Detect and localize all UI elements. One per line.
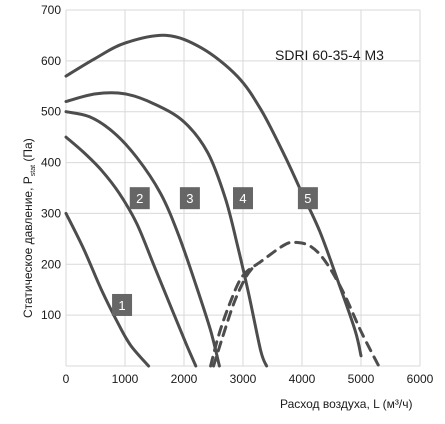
x-tick-label: 6000: [407, 372, 434, 386]
series-line-5: [64, 33, 363, 358]
curves: [64, 33, 381, 368]
curve-label-5: 5: [297, 187, 318, 210]
series-line-3: [64, 110, 221, 368]
x-tick-label: 5000: [348, 372, 375, 386]
x-tick-label: 4000: [289, 372, 316, 386]
y-tick-label: 500: [41, 105, 61, 119]
curve-label-4: 4: [233, 187, 253, 210]
curve-label-text: 4: [239, 191, 246, 206]
curve-label-1: 1: [112, 293, 133, 316]
curve-label-box: [129, 187, 150, 210]
curve-labels: 1 2 3 4 5: [112, 187, 318, 316]
y-axis-label: Статическое давление, Pstat (Па): [21, 138, 37, 318]
y-axis-label-main: Статическое давление, P: [21, 176, 35, 318]
curve-label-box: [297, 187, 318, 210]
y-tick-label: 400: [41, 156, 61, 170]
series-line-dashed-b: [212, 263, 257, 368]
x-axis-label: Расход воздуха, L (м³/ч): [280, 397, 413, 411]
x-tick-label: 2000: [171, 372, 198, 386]
x-tick-label: 3000: [230, 372, 257, 386]
series-line-dashed-a: [209, 240, 381, 368]
curve-label-box: [179, 187, 200, 210]
series-line-1: [64, 211, 151, 368]
ticks: 0 1000 2000 3000 4000 5000 6000 100 200 300 400 500…: [41, 3, 434, 386]
y-axis-label-sub: stat: [30, 165, 37, 176]
x-tick-label: 0: [63, 372, 70, 386]
x-tick-label: 1000: [112, 372, 139, 386]
curve-label-text: 5: [304, 191, 311, 206]
y-tick-label: 600: [41, 54, 61, 68]
y-tick-label: 700: [41, 3, 61, 17]
curve-label-text: 3: [186, 191, 193, 206]
y-axis-label-unit: (Па): [21, 138, 35, 165]
curve-label-2: 2: [129, 187, 150, 210]
series-line-2: [64, 135, 198, 368]
y-tick-label: 300: [41, 206, 61, 220]
y-tick-label: 200: [41, 257, 61, 271]
curve-label-text: 1: [118, 298, 125, 313]
curve-label-box: [233, 187, 253, 210]
y-tick-label: 100: [41, 308, 61, 322]
chart-title: SDRI 60-35-4 M3: [275, 47, 384, 63]
curve-label-3: 3: [179, 187, 200, 210]
series-line-4: [64, 91, 269, 368]
curve-label-text: 2: [136, 191, 143, 206]
curve-label-box: [112, 293, 133, 316]
